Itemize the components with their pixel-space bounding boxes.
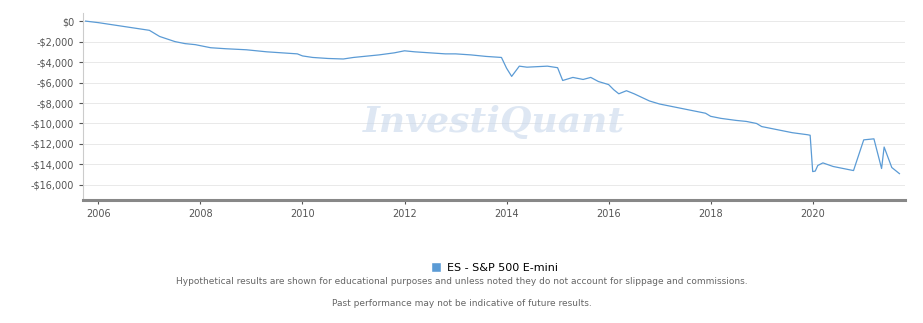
Text: Past performance may not be indicative of future results.: Past performance may not be indicative o…: [331, 299, 592, 308]
Text: InvestiQuant: InvestiQuant: [363, 105, 625, 139]
Text: Hypothetical results are shown for educational purposes and unless noted they do: Hypothetical results are shown for educa…: [175, 276, 748, 286]
Legend: ES - S&P 500 E-mini: ES - S&P 500 E-mini: [426, 258, 562, 277]
